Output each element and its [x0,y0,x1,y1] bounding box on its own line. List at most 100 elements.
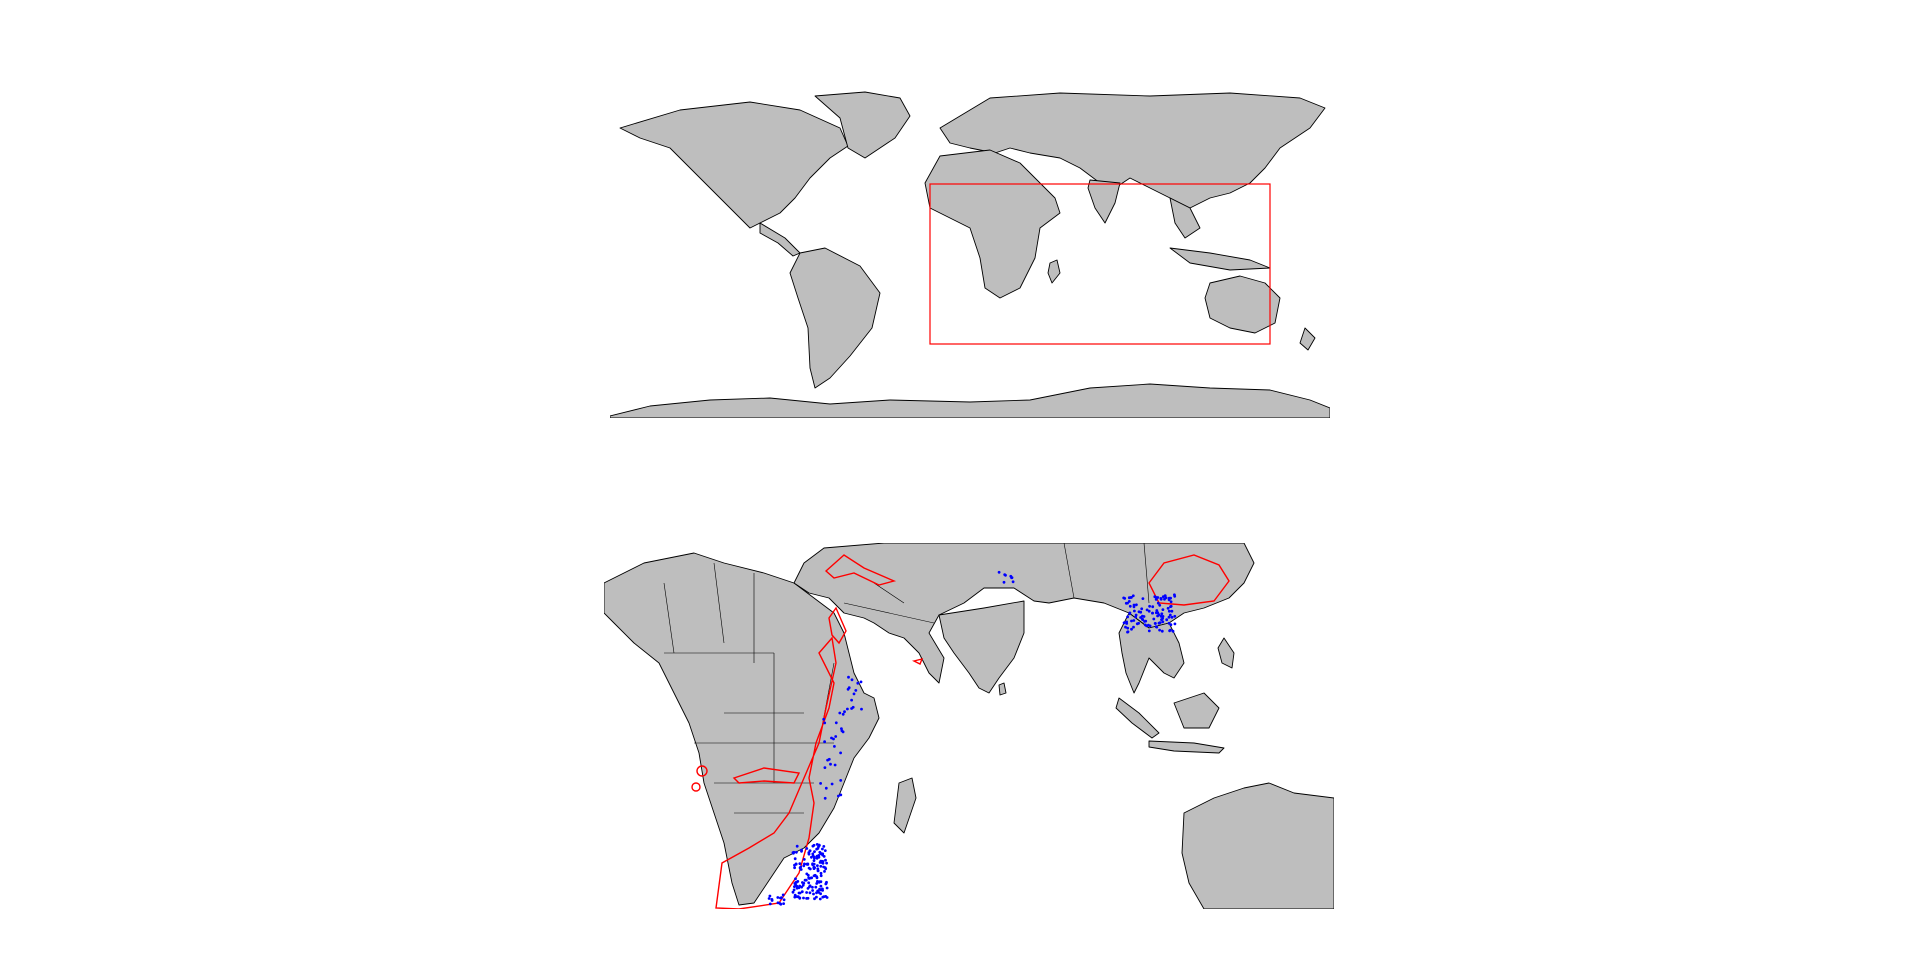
occurrence-point [811,885,814,889]
occurrence-point [796,895,800,898]
occurrence-point [825,861,828,865]
occurrence-point [802,896,805,900]
occurrence-point [1134,613,1138,617]
occurrence-point [1165,618,1169,622]
occurrence-point [819,871,823,875]
south-america [789,247,881,389]
occurrence-point [1139,616,1142,619]
occurrence-point [815,882,819,885]
north-america [619,101,849,229]
occurrence-point [1159,597,1163,600]
occurrence-point [782,898,786,902]
occurrence-point [813,897,816,901]
occurrence-point [798,862,802,865]
occurrence-point [793,882,797,885]
occurrence-point [768,902,772,906]
occurrence-point [795,850,798,854]
occurrence-point [860,707,863,711]
occurrence-point [794,877,797,881]
occurrence-point [1122,621,1126,625]
occurrence-point [776,901,780,905]
occurrence-point [808,891,812,895]
india [1087,179,1121,224]
occurrence-point [850,698,853,702]
occurrence-point [791,890,795,894]
occurrence-point [1173,614,1177,618]
occurrence-point [1170,609,1174,613]
occurrence-point [1123,597,1127,600]
occurrence-point [795,884,799,888]
occurrence-point [804,878,808,882]
indochina-zoom [1118,612,1185,694]
occurrence-point [806,887,810,890]
occurrence-point [807,881,811,885]
occurrence-point [819,892,822,896]
occurrence-point [1158,628,1161,632]
occurrence-point [1163,594,1167,597]
occurrence-point [1128,604,1132,608]
occurrence-point [823,796,827,800]
occurrence-point [815,895,818,899]
occurrence-point [1127,600,1131,603]
occurrence-point [850,707,853,710]
occurrence-point [1156,611,1160,614]
occurrence-point [1135,603,1138,607]
occurrence-point [807,877,811,880]
occurrence-point [1161,608,1165,611]
occurrence-point [1169,605,1172,608]
occurrence-point [805,891,808,894]
occurrence-point [812,874,816,878]
occurrence-point [1160,629,1164,633]
occurrence-point [814,885,818,889]
occurrence-point [802,881,806,885]
occurrence-point [807,851,811,855]
occurrence-point [1140,607,1144,611]
philippines-zoom [1217,637,1235,669]
occurrence-point [816,869,820,872]
occurrence-point [1156,601,1160,605]
occurrence-point [818,897,822,901]
occurrence-point [815,876,819,880]
occurrence-point [793,893,797,897]
occurrence-point [813,850,816,853]
occurrence-point [856,681,860,685]
occurrence-point [800,848,803,852]
occurrence-point [806,873,810,877]
occurrence-point [817,854,821,857]
occurrence-point [837,794,840,798]
occurrence-point [1143,620,1146,623]
occurrence-point [802,858,806,861]
greenland [814,91,911,159]
occurrence-point [859,680,863,684]
occurrence-point [815,891,818,895]
occurrence-point [1130,619,1133,623]
occurrence-point [839,751,842,755]
occurrence-point [832,737,835,741]
occurrence-point [1169,600,1173,604]
occurrence-point [1171,629,1175,633]
range-namibia-1 [696,765,708,777]
occurrence-point [1169,623,1173,627]
sumatra-zoom [1115,697,1160,739]
occurrence-point [833,763,837,767]
occurrence-point [798,884,802,888]
india-zoom [938,600,1025,694]
occurrence-point [1127,596,1131,600]
zoom-map-canvas [604,543,1334,909]
madagascar-zoom [893,777,917,834]
occurrence-point [850,678,854,682]
occurrence-point [818,887,821,891]
occurrence-point [793,857,797,861]
occurrence-point [779,896,782,900]
occurrence-point [1153,595,1157,599]
occurrence-point [1142,615,1146,618]
occurrence-point [1160,612,1164,616]
occurrence-point [1168,613,1172,617]
occurrence-point [824,858,827,862]
occurrence-point [1159,614,1163,618]
occurrence-point [813,855,816,859]
occurrence-point [1125,622,1129,625]
occurrence-point [811,863,814,866]
occurrence-point [1167,615,1171,619]
occurrence-point [1126,630,1130,634]
